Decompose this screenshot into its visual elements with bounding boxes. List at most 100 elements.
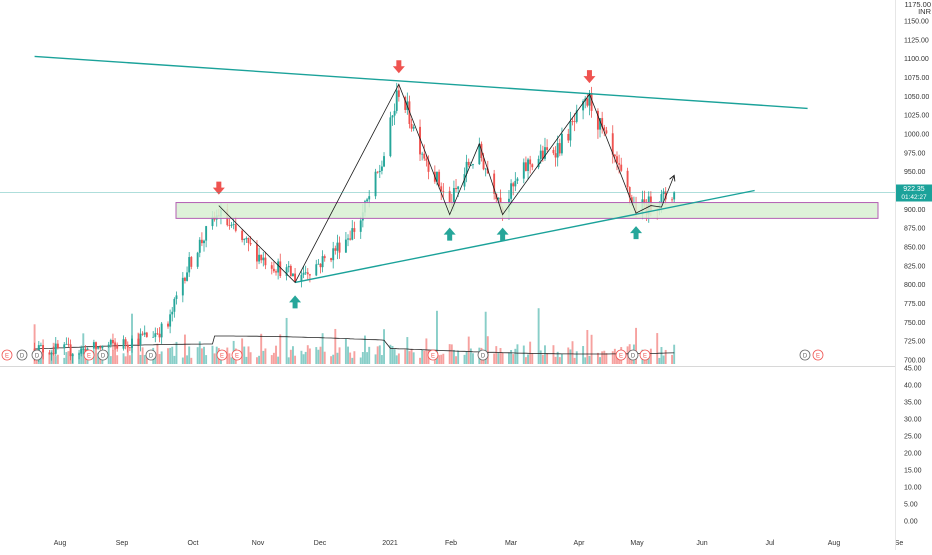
candle-body [512, 183, 515, 187]
earnings-event-marker[interactable]: E [615, 349, 627, 361]
dividend-event-marker[interactable]: D [145, 349, 157, 361]
indicator-tick-label: 40.00 [904, 383, 922, 390]
price-tick-label: 1150.00 [904, 19, 929, 26]
time-tick-label: Nov [252, 540, 265, 547]
volume-bar [205, 355, 208, 364]
svg-text:E: E [87, 353, 91, 359]
volume-bar [63, 357, 66, 364]
earnings-event-marker[interactable]: E [83, 349, 95, 361]
current-price-label: 922.35 [903, 186, 925, 193]
volume-bar [410, 348, 413, 364]
price-tick-label: 975.00 [904, 150, 926, 157]
candle-body [171, 311, 174, 315]
earnings-event-marker[interactable]: E [216, 349, 228, 361]
zigzag-arrowhead [669, 174, 676, 182]
volume-bar [527, 354, 529, 364]
candle-body [82, 348, 85, 350]
dividend-event-marker[interactable]: D [31, 349, 43, 361]
price-tick-label: 750.00 [904, 320, 926, 327]
volume-bar [658, 357, 661, 364]
dividend-event-marker[interactable]: D [799, 349, 811, 361]
volume-bar [245, 356, 248, 364]
candle-body [419, 126, 421, 155]
volume-bar [114, 341, 117, 364]
candle-body [395, 90, 398, 111]
volume-bar [425, 338, 428, 364]
candle-body [469, 165, 472, 166]
dividend-event-marker[interactable]: D [16, 349, 28, 361]
svg-text:D: D [631, 353, 636, 359]
candle-body [181, 277, 184, 296]
volume-bar [508, 352, 510, 364]
volume-bar [389, 344, 392, 364]
candle-body [349, 238, 352, 240]
earnings-event-marker[interactable]: E [1, 349, 13, 361]
svg-text:D: D [20, 353, 25, 359]
earnings-event-marker[interactable]: E [231, 349, 243, 361]
candle-body [554, 153, 557, 158]
earnings-event-marker[interactable]: E [427, 349, 439, 361]
candle-body [596, 110, 599, 130]
volume-bar [143, 355, 146, 364]
up-arrow-icon [443, 227, 456, 241]
dividend-event-marker[interactable]: D [627, 349, 639, 361]
candle-body [336, 242, 339, 251]
upper-trendline[interactable] [34, 55, 808, 110]
volume-bar [361, 352, 364, 364]
candle-body [131, 338, 133, 348]
volume-bar [330, 356, 333, 364]
volume-bar [613, 348, 616, 364]
candle-body [524, 162, 527, 171]
volume-bar [455, 356, 457, 364]
volume-bar [408, 351, 411, 364]
time-tick-label: Apr [574, 540, 586, 547]
volume-bar [510, 350, 513, 364]
candle-body [264, 257, 267, 266]
volume-bar [512, 354, 515, 364]
candle-body [277, 261, 280, 273]
volume-bar [662, 355, 665, 364]
time-tick-label: Feb [445, 540, 457, 547]
volume-bar [571, 341, 574, 364]
dividend-event-marker[interactable]: D [477, 349, 489, 361]
volume-bar [285, 317, 288, 364]
candle-body [275, 271, 277, 273]
volume-bar [230, 357, 233, 364]
volume-bar [406, 337, 409, 364]
volume-bar [626, 346, 629, 364]
time-tick-label: Mar [505, 540, 518, 547]
volume-bar [92, 353, 95, 364]
volume-bar [156, 343, 159, 364]
zigzag-pattern-line[interactable] [218, 83, 675, 284]
volume-bar [603, 350, 606, 364]
candle-body [294, 273, 297, 282]
price-tick-label: 1100.00 [904, 56, 929, 63]
volume-bar [56, 354, 59, 364]
candle-body [139, 333, 142, 345]
candle-body [397, 90, 400, 97]
candle-body [383, 156, 385, 167]
candle-body [599, 118, 601, 130]
volume-bar [374, 354, 377, 364]
price-tick-label: 1050.00 [904, 94, 929, 101]
volume-bar [262, 350, 265, 364]
candle-body [56, 343, 59, 349]
volume-bar [391, 346, 394, 364]
earnings-event-marker[interactable]: E [639, 349, 651, 361]
dividend-event-marker[interactable]: D [97, 349, 109, 361]
candle-body [567, 133, 570, 141]
volume-bar [97, 352, 100, 364]
candle-body [465, 161, 468, 175]
support-zone[interactable] [175, 202, 879, 219]
down-arrow-icon [392, 60, 405, 74]
volume-bar [497, 352, 500, 364]
lower-trendline[interactable] [294, 189, 755, 284]
candle-body [662, 191, 665, 195]
candle-body [404, 96, 407, 110]
candle-body [158, 333, 161, 338]
earnings-event-marker[interactable]: E [812, 349, 824, 361]
candle-body [154, 333, 157, 337]
volume-bar [128, 355, 131, 364]
candle-body [270, 265, 273, 269]
